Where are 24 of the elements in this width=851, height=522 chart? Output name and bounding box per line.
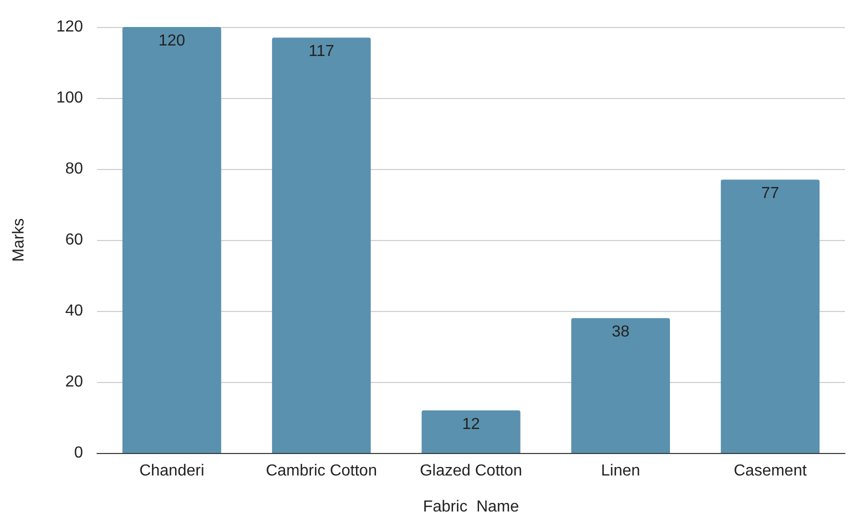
y-axis-title: Marks	[10, 218, 28, 262]
y-tick-label: 40	[65, 302, 84, 320]
x-tick-label: Cambric Cotton	[266, 462, 377, 480]
y-tick-label: 20	[65, 374, 84, 390]
x-tick-label: Glazed Cotton	[420, 462, 522, 480]
bar	[571, 318, 670, 453]
data-label: 77	[761, 185, 780, 202]
bar	[422, 410, 520, 453]
data-label: 117	[308, 43, 334, 60]
x-tick-label: Casement	[734, 462, 808, 480]
y-tick-label: 60	[65, 232, 84, 248]
bar	[122, 27, 222, 453]
y-tick-label: 80	[65, 160, 84, 178]
x-tick-label: Linen	[601, 462, 640, 480]
data-label: 38	[612, 324, 630, 341]
bar	[720, 180, 820, 453]
y-tick-label: 100	[56, 90, 84, 106]
bar	[272, 38, 371, 453]
x-axis-title: Fabric Name	[422, 498, 520, 516]
x-tick-label: Chanderi	[139, 462, 204, 480]
y-tick-label: 0	[74, 444, 84, 462]
y-tick-label: 120	[56, 18, 84, 36]
data-label: 120	[158, 32, 186, 50]
data-label: 12	[462, 416, 480, 433]
